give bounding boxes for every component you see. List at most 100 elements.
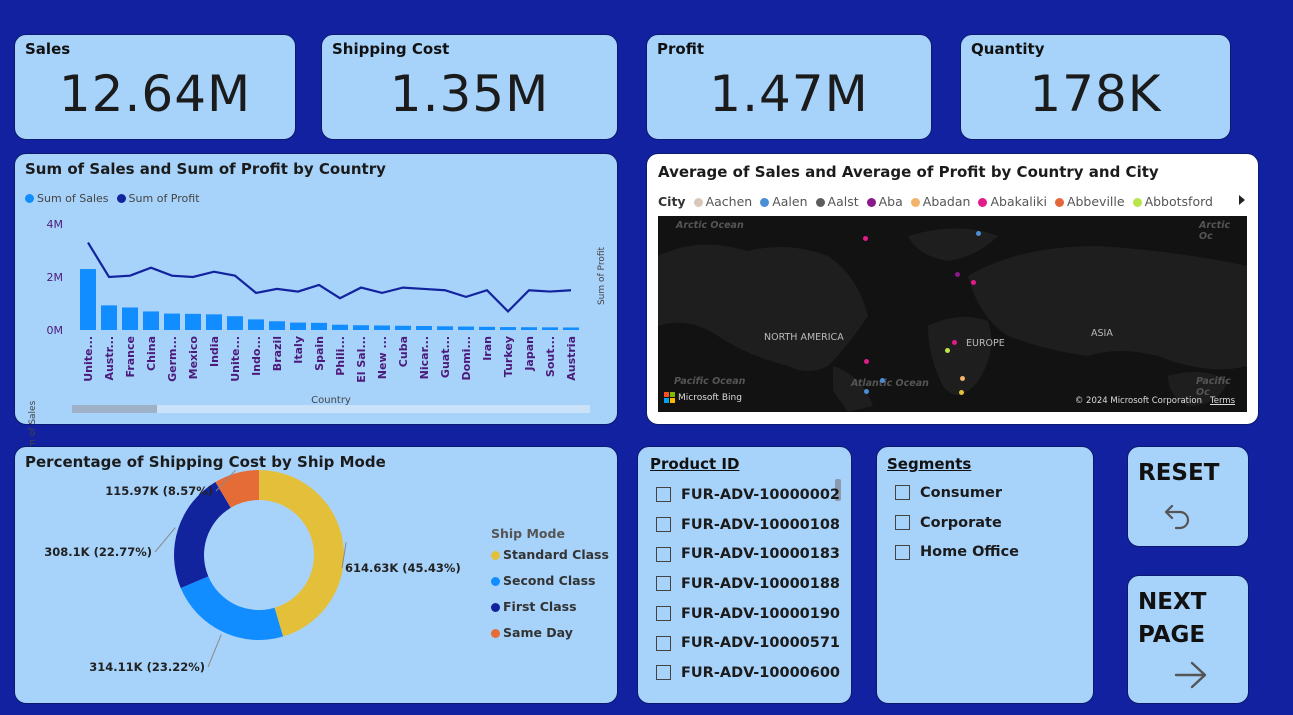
combo-chart[interactable]: Sum of Sales Sum of Profit Country 0M 2M 4… — [15, 154, 619, 459]
sales-bar[interactable] — [332, 324, 348, 330]
slicer-item[interactable]: FUR-ADV-10000108 — [656, 510, 840, 540]
sales-bar[interactable] — [563, 327, 579, 330]
slicer-item[interactable]: Consumer — [895, 478, 1019, 508]
checkbox-icon[interactable] — [895, 515, 910, 531]
map-point[interactable] — [864, 359, 869, 364]
checkbox-icon[interactable] — [895, 544, 910, 560]
map-point[interactable] — [880, 378, 885, 383]
sales-bar[interactable] — [206, 314, 222, 330]
map-label: NORTH AMERICA — [764, 332, 844, 343]
slicer-scrollbar[interactable] — [835, 479, 841, 501]
sales-bar[interactable] — [185, 313, 201, 330]
sales-bar[interactable] — [311, 322, 327, 330]
slicer-item[interactable]: Home Office — [895, 537, 1019, 567]
slicer-item-label: Corporate — [920, 514, 1002, 531]
map-point[interactable] — [955, 272, 960, 277]
legend-label: Standard Class — [503, 547, 609, 562]
legend-item[interactable]: Aalst — [815, 194, 859, 209]
legend-item-sales[interactable]: Sum of Sales — [25, 192, 109, 205]
map-canvas[interactable]: Arctic Ocean Arctic Oc Pacific Ocean Pac… — [658, 216, 1247, 412]
sales-bar[interactable] — [248, 319, 264, 330]
data-label: 314.11K (23.22%) — [89, 660, 205, 674]
sales-bar[interactable] — [458, 326, 474, 330]
legend-label: Abbotsford — [1144, 194, 1213, 209]
sales-bar[interactable] — [227, 316, 243, 330]
sales-bar[interactable] — [80, 269, 96, 330]
map-point[interactable] — [952, 340, 957, 345]
sales-bar[interactable] — [353, 325, 369, 330]
slicer-item[interactable]: Corporate — [895, 508, 1019, 538]
sales-bar[interactable] — [101, 305, 117, 330]
y-axis-left-label: Sum of Sales — [28, 400, 38, 459]
sales-bar[interactable] — [521, 327, 537, 330]
legend-item[interactable]: Abbotsford — [1132, 194, 1213, 209]
sales-bar[interactable] — [269, 321, 285, 330]
donut-chart[interactable]: 614.63K (45.43%) 314.11K (23.22%) 308.1K (… — [15, 447, 619, 705]
kpi-value: 178K — [1029, 65, 1162, 123]
terms-link[interactable]: Terms — [1209, 396, 1235, 406]
sales-bar[interactable] — [143, 311, 159, 330]
slicer-item[interactable]: FUR-ADV-10000002 — [656, 480, 840, 510]
legend-item[interactable]: Abadan — [910, 194, 970, 209]
sales-bar[interactable] — [542, 327, 558, 330]
map-point[interactable] — [945, 348, 950, 353]
legend-item[interactable]: Aachen — [693, 194, 752, 209]
sales-bar[interactable] — [374, 325, 390, 330]
map-point[interactable] — [971, 280, 976, 285]
product-id-slicer: Product ID FUR-ADV-10000002 FUR-ADV-1000… — [637, 446, 852, 704]
donut-slice[interactable] — [180, 576, 284, 640]
checkbox-icon[interactable] — [656, 487, 671, 503]
slicer-item[interactable]: FUR-ADV-10000188 — [656, 569, 840, 599]
map-point[interactable] — [863, 236, 868, 241]
checkbox-icon[interactable] — [656, 517, 671, 533]
map-point[interactable] — [959, 390, 964, 395]
horizontal-scrollbar[interactable] — [72, 405, 590, 413]
data-label: 308.1K (22.77%) — [44, 545, 152, 559]
donut-slice[interactable] — [259, 470, 344, 637]
donut-slice[interactable] — [174, 482, 231, 589]
legend-item[interactable]: Abakaliki — [978, 194, 1047, 209]
scrollbar-thumb[interactable] — [72, 405, 157, 413]
next-page-button[interactable]: NEXT PAGE — [1127, 575, 1249, 704]
map-point[interactable] — [976, 231, 981, 236]
kpi-title: Sales — [25, 40, 71, 58]
sales-bar[interactable] — [395, 325, 411, 330]
legend-item[interactable]: Standard Class — [491, 547, 609, 573]
legend-item[interactable]: Abbeville — [1054, 194, 1125, 209]
legend-item[interactable]: Same Day — [491, 625, 609, 651]
legend-item[interactable]: Aba — [866, 194, 903, 209]
x-tick-label: Brazil — [271, 336, 284, 371]
checkbox-icon[interactable] — [656, 576, 671, 592]
sales-bar[interactable] — [500, 327, 516, 330]
sales-bar[interactable] — [290, 322, 306, 330]
checkbox-icon[interactable] — [656, 606, 671, 622]
slicer-item[interactable]: FUR-ADV-10000183 — [656, 539, 840, 569]
x-tick-label: Cuba — [397, 336, 410, 367]
sales-bar[interactable] — [479, 326, 495, 330]
map-point[interactable] — [864, 389, 869, 394]
slicer-item[interactable]: FUR-ADV-10000600 — [656, 658, 840, 688]
legend-item[interactable]: First Class — [491, 599, 609, 625]
x-tick-label: Iran — [481, 336, 494, 361]
x-tick-label: Indo... — [250, 336, 263, 376]
sales-bar[interactable] — [164, 313, 180, 330]
kpi-card-sales: Sales 12.64M — [14, 34, 296, 140]
slicer-item[interactable]: FUR-ADV-10000190 — [656, 599, 840, 629]
sales-bar[interactable] — [437, 326, 453, 330]
sales-bar[interactable] — [122, 307, 138, 330]
next-page-label: NEXT PAGE — [1138, 589, 1207, 648]
sales-bar[interactable] — [416, 326, 432, 330]
legend-item[interactable]: Aalen — [760, 194, 808, 209]
map-point[interactable] — [960, 376, 965, 381]
reset-button[interactable]: RESET — [1127, 446, 1249, 547]
legend-item[interactable]: Second Class — [491, 573, 609, 599]
checkbox-icon[interactable] — [895, 485, 910, 501]
legend-item-profit[interactable]: Sum of Profit — [116, 192, 200, 205]
profit-line[interactable] — [87, 241, 572, 314]
slicer-item[interactable]: FUR-ADV-10000571 — [656, 628, 840, 658]
legend-next-arrow-icon[interactable] — [1239, 195, 1245, 205]
checkbox-icon[interactable] — [656, 546, 671, 562]
kpi-title: Profit — [657, 40, 704, 58]
checkbox-icon[interactable] — [656, 635, 671, 651]
checkbox-icon[interactable] — [656, 665, 671, 681]
